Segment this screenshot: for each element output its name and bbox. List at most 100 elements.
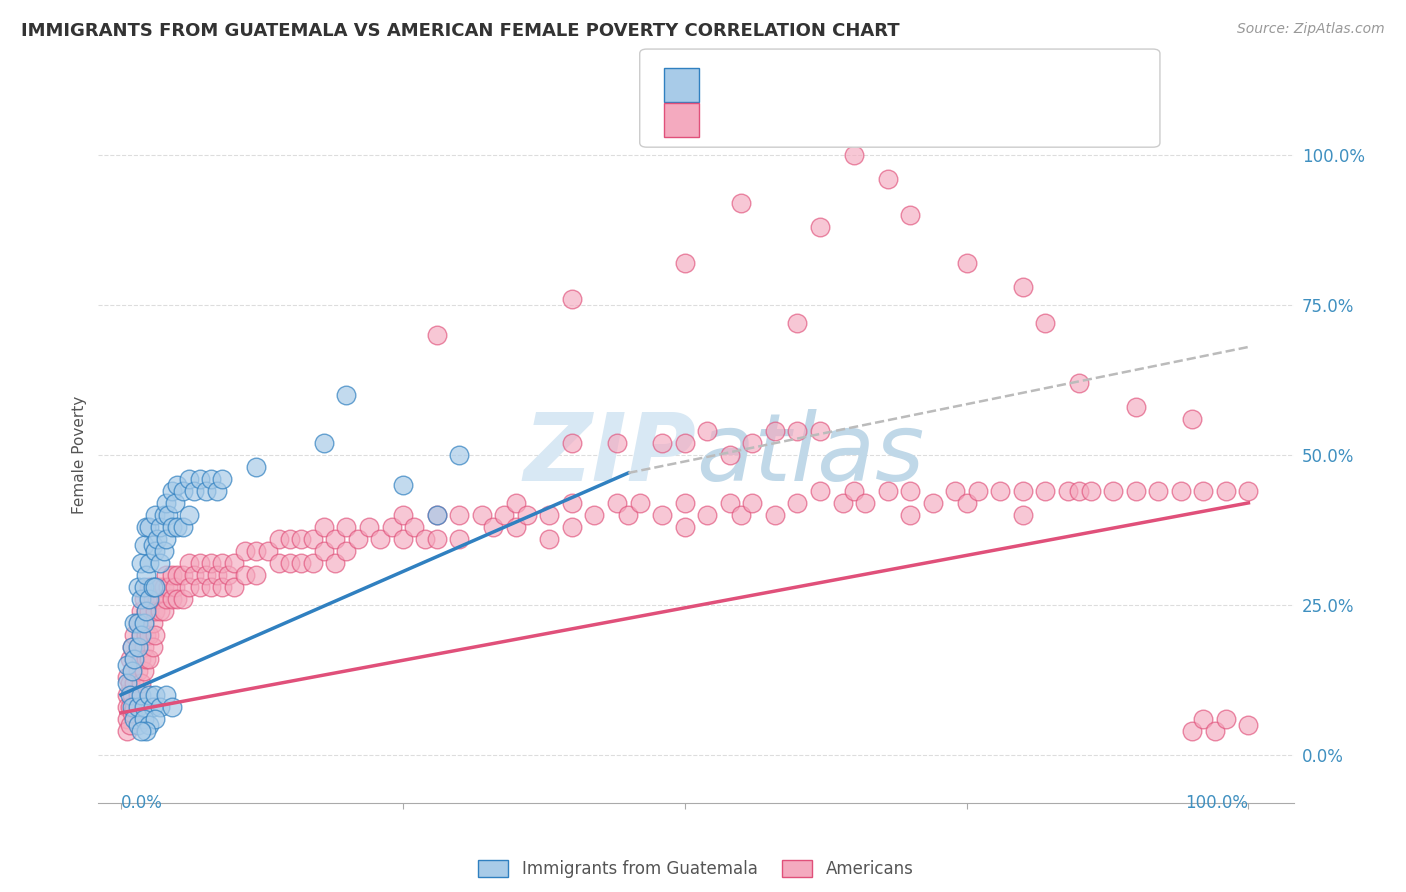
Y-axis label: Female Poverty: Female Poverty — [72, 396, 87, 514]
Point — [222, 556, 245, 570]
Point — [482, 520, 505, 534]
Point — [155, 496, 177, 510]
Point — [141, 699, 163, 714]
Point — [115, 688, 138, 702]
Point — [121, 664, 143, 678]
Point — [166, 591, 188, 606]
Point — [135, 567, 157, 582]
Point — [132, 538, 155, 552]
Point — [153, 604, 176, 618]
Point — [160, 699, 183, 714]
Point — [628, 496, 651, 510]
Text: atlas: atlas — [696, 409, 924, 500]
Point — [990, 483, 1012, 498]
Point — [153, 544, 176, 558]
Point — [135, 628, 157, 642]
Point — [129, 628, 152, 642]
Point — [135, 604, 157, 618]
Point — [267, 532, 290, 546]
Point — [143, 508, 166, 522]
Point — [129, 676, 152, 690]
Point — [121, 640, 143, 654]
Point — [132, 712, 155, 726]
Point — [392, 508, 415, 522]
Point — [127, 640, 149, 654]
Point — [118, 718, 141, 732]
Point — [606, 496, 628, 510]
Point — [149, 556, 172, 570]
Point — [323, 532, 346, 546]
Text: IMMIGRANTS FROM GUATEMALA VS AMERICAN FEMALE POVERTY CORRELATION CHART: IMMIGRANTS FROM GUATEMALA VS AMERICAN FE… — [21, 22, 900, 40]
Point — [786, 316, 808, 330]
Point — [141, 640, 163, 654]
Point — [121, 640, 143, 654]
Point — [138, 591, 160, 606]
Point — [516, 508, 538, 522]
Point — [763, 508, 786, 522]
Point — [153, 508, 176, 522]
Point — [392, 478, 415, 492]
Point — [183, 567, 205, 582]
Point — [741, 496, 763, 510]
Point — [256, 544, 278, 558]
Point — [1012, 483, 1035, 498]
Point — [127, 615, 149, 630]
Point — [1147, 483, 1170, 498]
Point — [245, 544, 267, 558]
Point — [1035, 316, 1057, 330]
Point — [357, 520, 380, 534]
Point — [138, 652, 160, 666]
Point — [449, 508, 471, 522]
Point — [278, 556, 301, 570]
Point — [415, 532, 437, 546]
Point — [831, 496, 853, 510]
Point — [606, 436, 628, 450]
Point — [165, 580, 187, 594]
Text: R = 0.498    N =  73: R = 0.498 N = 73 — [714, 76, 897, 94]
Point — [245, 567, 267, 582]
Point — [211, 472, 233, 486]
Text: ZIP: ZIP — [523, 409, 696, 501]
Point — [188, 472, 211, 486]
Point — [132, 615, 155, 630]
Point — [1215, 483, 1237, 498]
Point — [149, 580, 172, 594]
Point — [730, 508, 752, 522]
Point — [763, 424, 786, 438]
Point — [155, 532, 177, 546]
Point — [149, 604, 172, 618]
Point — [718, 448, 741, 462]
Point — [786, 496, 808, 510]
Point — [1192, 483, 1215, 498]
Point — [121, 706, 143, 720]
Point — [1237, 483, 1260, 498]
Point — [278, 532, 301, 546]
Point — [194, 483, 217, 498]
Point — [211, 556, 233, 570]
Point — [124, 712, 146, 726]
Point — [132, 591, 155, 606]
Point — [200, 472, 222, 486]
Point — [898, 508, 921, 522]
Point — [194, 567, 217, 582]
Point — [380, 520, 402, 534]
Point — [115, 657, 138, 672]
Point — [166, 478, 188, 492]
Point — [561, 520, 583, 534]
Point — [368, 532, 391, 546]
Point — [673, 520, 696, 534]
Point — [842, 483, 865, 498]
Point — [1237, 718, 1260, 732]
Point — [141, 615, 163, 630]
Point — [426, 532, 449, 546]
Point — [898, 483, 921, 498]
Point — [160, 520, 183, 534]
Point — [301, 556, 323, 570]
Point — [673, 256, 696, 270]
Point — [115, 712, 138, 726]
Point — [651, 436, 673, 450]
Point — [1035, 483, 1057, 498]
Point — [183, 483, 205, 498]
Point — [160, 591, 183, 606]
Point — [898, 208, 921, 222]
